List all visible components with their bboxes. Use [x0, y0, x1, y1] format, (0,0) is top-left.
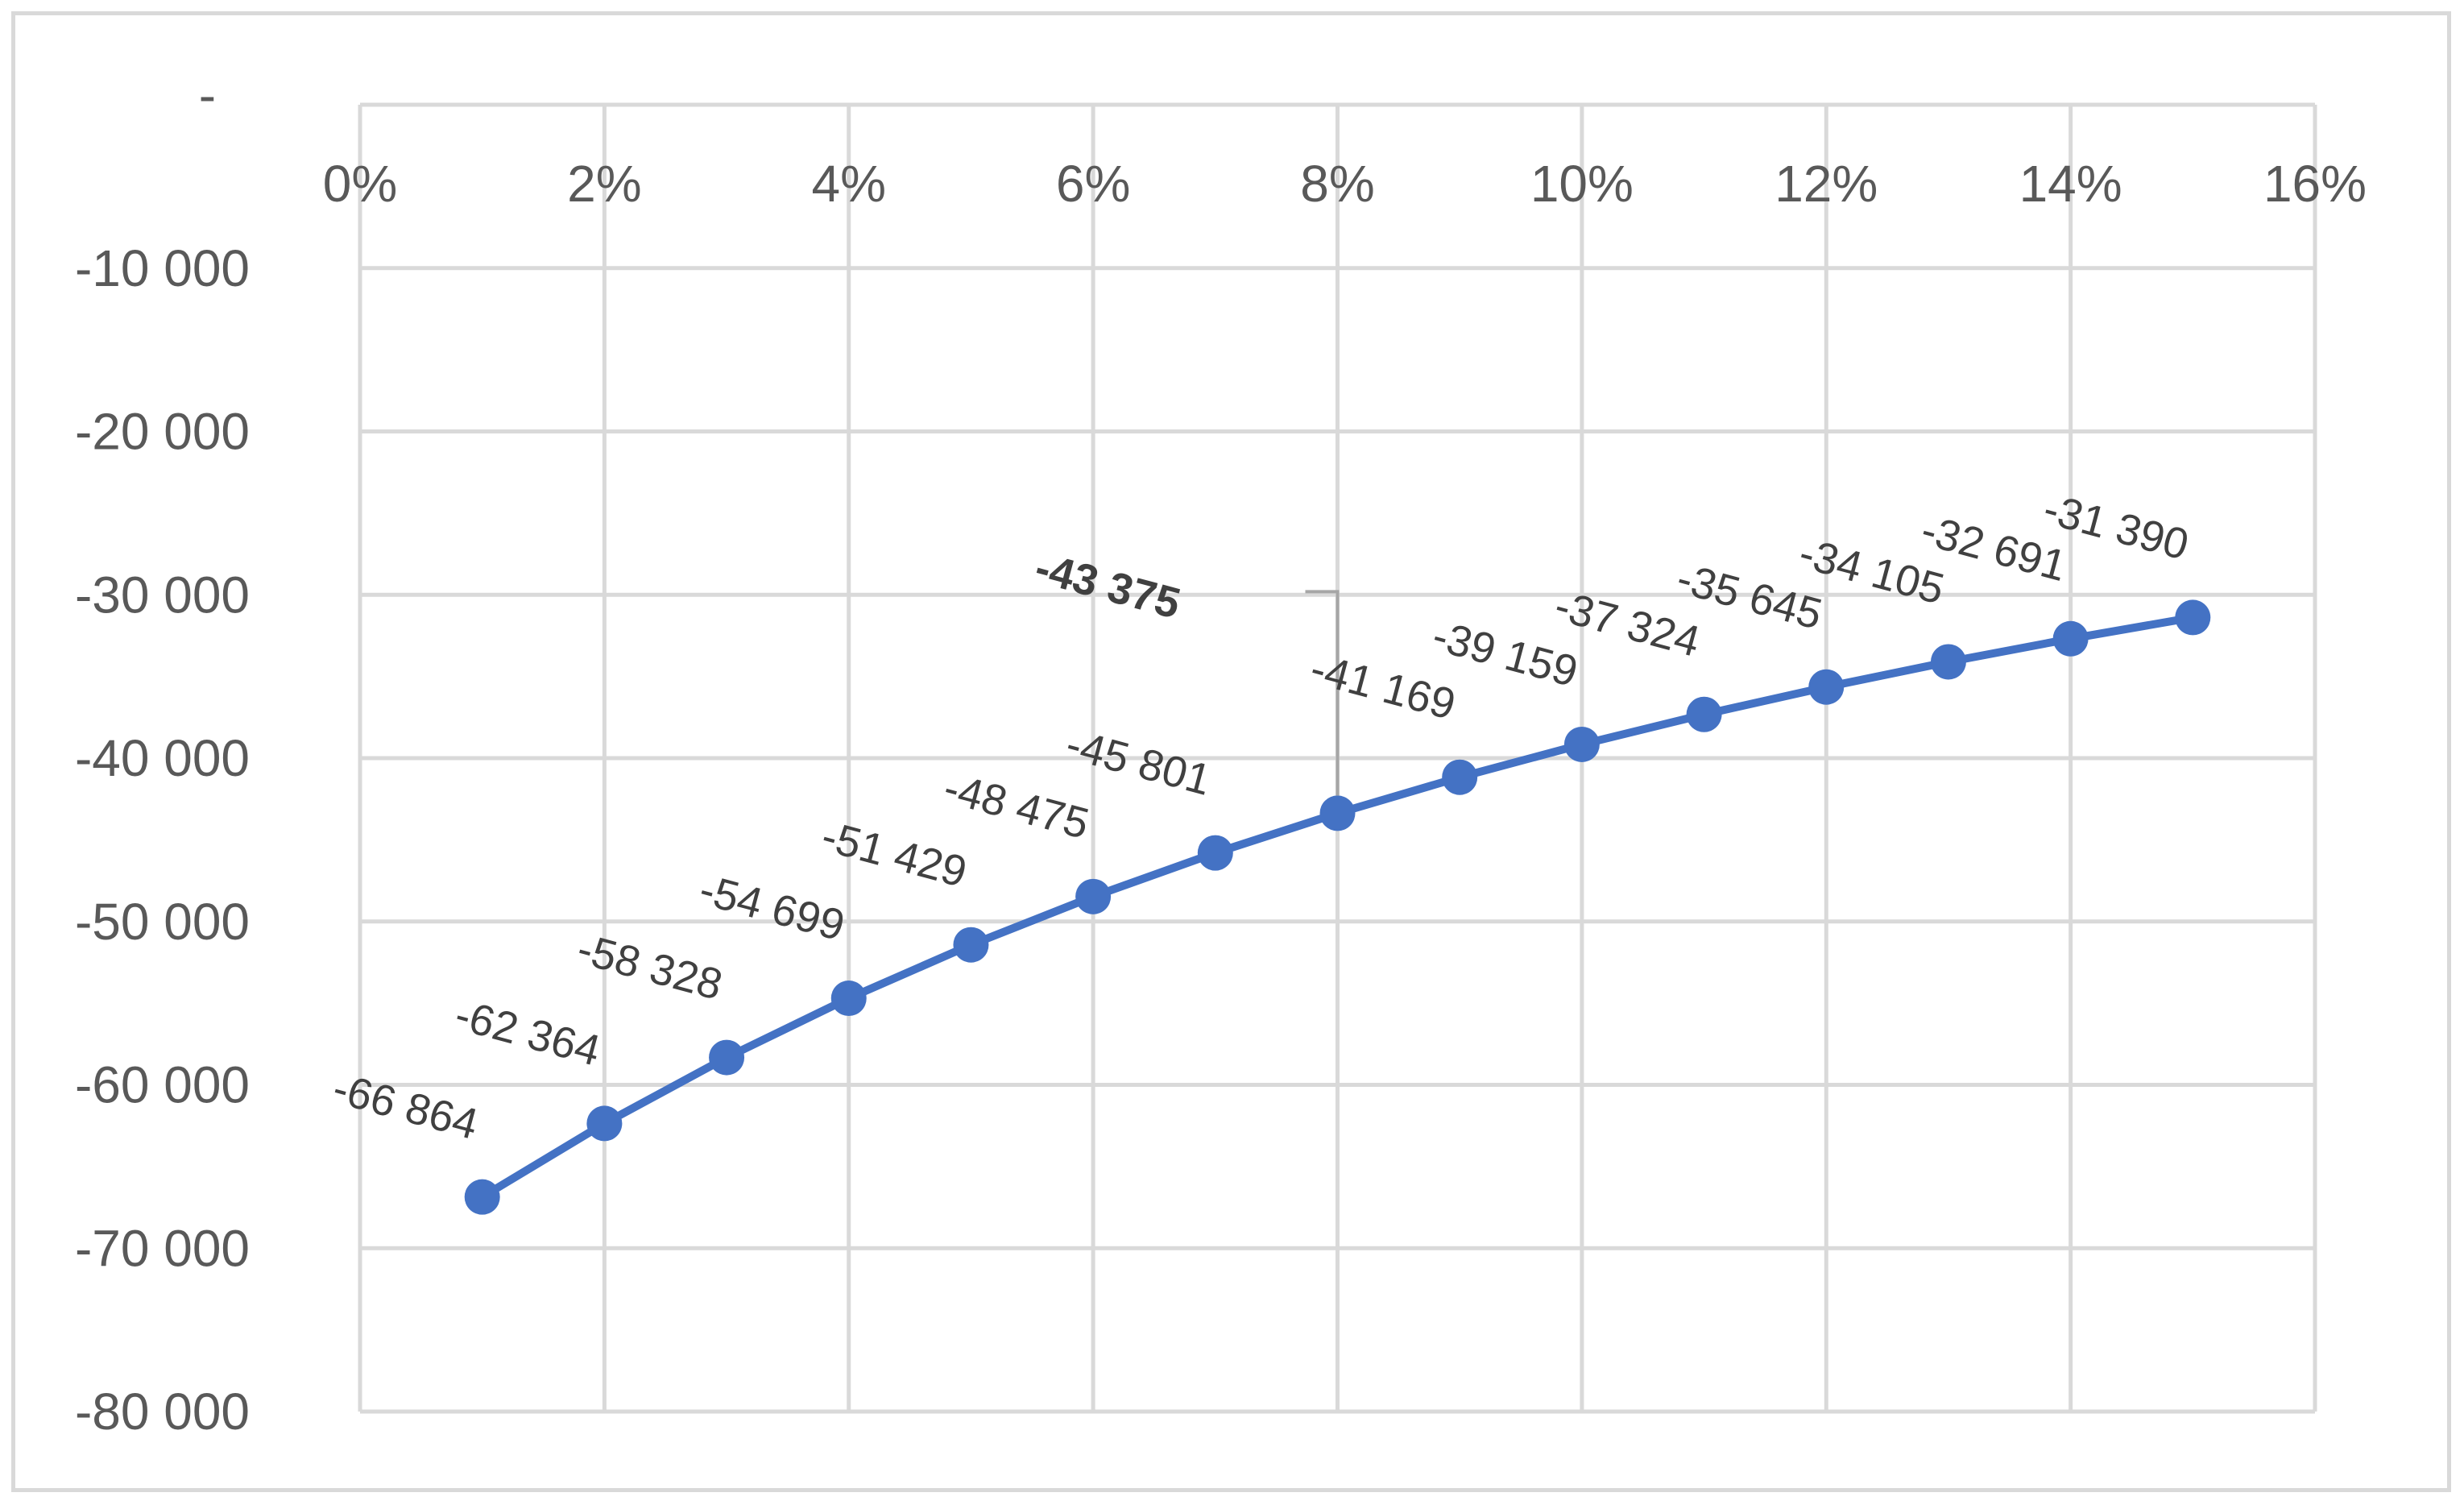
data-point — [464, 1179, 500, 1215]
data-point — [1808, 669, 1845, 705]
data-point — [709, 1039, 745, 1076]
data-series — [464, 599, 2211, 1215]
x-tick-label: 10% — [1530, 155, 1634, 213]
gridlines — [358, 102, 2317, 1414]
x-tick-label: 6% — [1056, 155, 1131, 213]
data-point — [586, 1105, 623, 1142]
x-tick-label: 0% — [323, 155, 398, 213]
y-tick-label: -20 000 — [75, 403, 250, 461]
data-point — [830, 981, 867, 1017]
data-label: -43 375 — [1030, 543, 1185, 628]
data-point — [1930, 644, 1966, 680]
data-label: -62 364 — [450, 990, 605, 1075]
data-label: -51 429 — [817, 812, 971, 897]
data-point — [1319, 795, 1356, 831]
data-label: -58 328 — [572, 925, 727, 1010]
x-tick-label: 4% — [812, 155, 887, 213]
data-point — [1442, 759, 1478, 795]
data-point — [1563, 726, 1600, 762]
y-tick-label: -40 000 — [75, 729, 250, 787]
leader-line — [1305, 590, 1340, 796]
data-label: -54 699 — [694, 865, 849, 950]
data-point — [1197, 835, 1233, 871]
y-tick-label: -60 000 — [75, 1056, 250, 1114]
data-label: -45 801 — [1061, 720, 1215, 805]
data-point — [953, 927, 989, 963]
y-tick-label: -10 000 — [75, 239, 250, 297]
x-tick-label: 14% — [2019, 155, 2122, 213]
data-point — [1686, 696, 1722, 732]
data-label: -48 475 — [939, 764, 1094, 848]
x-tick-label: 2% — [567, 155, 642, 213]
y-tick-label: - — [199, 66, 216, 124]
data-label: -66 864 — [328, 1064, 482, 1149]
y-tick-label: -70 000 — [75, 1219, 250, 1277]
data-point — [2052, 620, 2089, 657]
y-tick-label: -80 000 — [75, 1383, 250, 1441]
data-labels: -66 864-62 364-58 328-54 699-51 429-48 4… — [328, 484, 2193, 1149]
y-tick-label: -50 000 — [75, 893, 250, 951]
data-point — [2175, 599, 2211, 636]
y-tick-label: -30 000 — [75, 566, 250, 624]
x-tick-label: 12% — [1774, 155, 1878, 213]
axes: 0% 2% 4% 6% 8% 10% 12% 14% 16% - -10 000 -20 000 -30… — [75, 66, 2367, 1441]
x-tick-label: 16% — [2263, 155, 2367, 213]
x-tick-label: 8% — [1300, 155, 1375, 213]
data-point — [1075, 878, 1112, 914]
chart-frame — [11, 11, 2451, 1492]
